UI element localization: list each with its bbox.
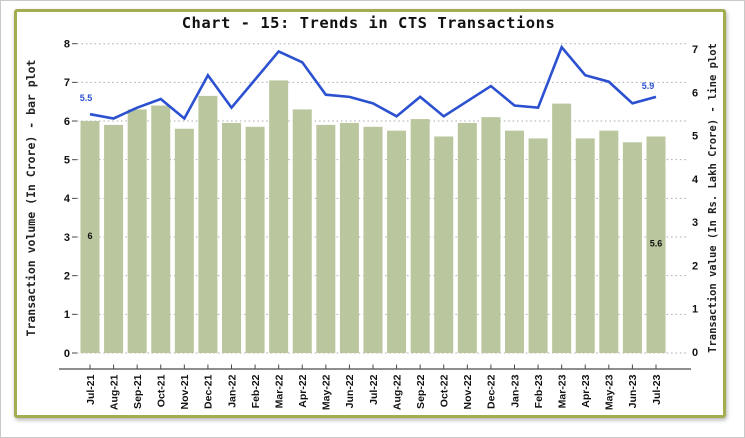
- x-tick-label: Nov-21: [179, 374, 191, 409]
- x-tick-label: Jul-21: [85, 374, 97, 405]
- chart-title: Chart - 15: Trends in CTS Transactions: [181, 14, 556, 32]
- x-tick-label: Dec-21: [203, 374, 215, 409]
- bar-Mar-22: [269, 80, 289, 354]
- x-tick-label: May-22: [321, 374, 333, 410]
- left-tick-label: 8: [64, 38, 70, 50]
- right-tick-label: 4: [692, 174, 699, 186]
- bar-Feb-22: [245, 126, 265, 354]
- x-tick-label: Dec-22: [486, 374, 498, 409]
- trend-line: [89, 44, 657, 121]
- right-tick-label: 7: [692, 44, 698, 56]
- x-tick-label: Feb-23: [533, 374, 545, 408]
- x-tick-label: Nov-22: [462, 374, 474, 409]
- left-tick-label: 7: [64, 77, 70, 89]
- line-data-label: 5.5: [80, 93, 93, 103]
- bar-data-label: 5.6: [650, 239, 663, 249]
- x-tick-label: Jun-22: [344, 374, 356, 408]
- line-data-label: 5.9: [642, 81, 655, 91]
- bar-Jul-22: [363, 126, 383, 354]
- left-tick-label: 5: [64, 154, 70, 166]
- bar-Aug-22: [387, 130, 407, 353]
- bar-Nov-22: [457, 122, 477, 354]
- x-tick-label: Jul-22: [368, 374, 380, 405]
- x-tick-label: Oct-22: [439, 374, 451, 407]
- bar-Oct-21: [151, 105, 171, 354]
- x-tick-label: Apr-23: [580, 374, 592, 407]
- bar-Sep-21: [127, 109, 147, 354]
- bar-Feb-23: [528, 138, 548, 353]
- left-tick-label: 4: [64, 193, 71, 205]
- bar-Dec-22: [481, 117, 501, 353]
- right-tick-label: 3: [692, 217, 698, 229]
- right-tick-label: 0: [692, 347, 698, 359]
- x-tick-label: Aug-21: [108, 374, 120, 410]
- x-tick-label: Mar-22: [273, 374, 285, 408]
- bar-Jan-23: [504, 130, 524, 353]
- left-tick-label: 0: [64, 348, 70, 360]
- left-tick-label: 1: [64, 309, 70, 321]
- x-tick-label: Aug-22: [391, 374, 403, 410]
- bar-data-label: 6: [87, 231, 92, 241]
- bar-Mar-23: [552, 103, 572, 353]
- bar-Jan-22: [221, 122, 241, 354]
- x-tick-label: Sep-22: [415, 374, 427, 409]
- right-tick-label: 6: [692, 87, 698, 99]
- x-tick-label: May-23: [604, 374, 616, 410]
- bar-Jul-23: [646, 136, 666, 353]
- bar-Dec-21: [198, 95, 218, 353]
- x-tick-label: Jan-22: [226, 374, 238, 407]
- left-tick-label: 3: [64, 232, 70, 244]
- bar-Aug-21: [104, 124, 124, 353]
- bar-Nov-21: [174, 128, 194, 353]
- x-tick-label: Oct-21: [156, 374, 168, 407]
- bar-May-22: [316, 124, 336, 353]
- bar-Sep-22: [410, 119, 430, 353]
- x-tick-label: Sep-21: [132, 374, 144, 409]
- right-tick-label: 1: [692, 304, 698, 316]
- right-tick-label: 5: [692, 131, 698, 143]
- bar-Apr-22: [292, 109, 312, 354]
- right-tick-label: 2: [692, 260, 698, 272]
- bar-Jul-21: [80, 121, 100, 353]
- x-tick-label: Jun-23: [627, 374, 639, 408]
- bar-Jun-23: [622, 142, 642, 353]
- left-tick-label: 2: [64, 270, 70, 282]
- x-tick-label: Apr-22: [297, 374, 309, 407]
- x-tick-label: Mar-23: [556, 374, 568, 408]
- x-tick-label: Jul-23: [651, 374, 663, 405]
- left-tick-label: 6: [64, 116, 70, 128]
- x-tick-label: Jan-23: [509, 374, 521, 407]
- bar-Jun-22: [339, 122, 359, 354]
- bar-Apr-23: [575, 138, 595, 353]
- bar-Oct-22: [434, 136, 454, 353]
- bar-May-23: [599, 130, 619, 353]
- x-tick-label: Feb-22: [250, 374, 262, 408]
